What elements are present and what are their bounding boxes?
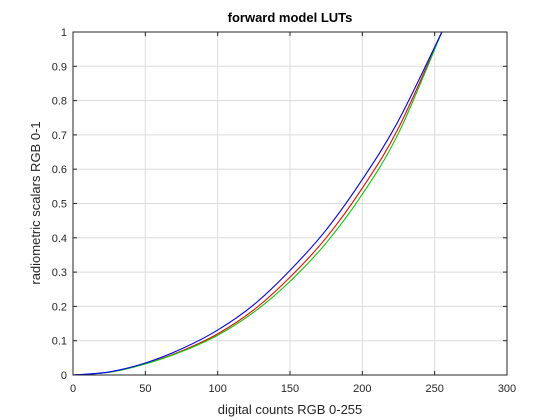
y-tick-label: 0.1 bbox=[52, 336, 67, 348]
chart-title: forward model LUTs bbox=[228, 10, 353, 25]
y-tick-label: 0 bbox=[61, 370, 67, 382]
x-tick-label: 0 bbox=[70, 383, 76, 395]
y-tick-label: 0.8 bbox=[52, 96, 67, 108]
blue-series-line bbox=[72, 31, 443, 376]
green-series-line bbox=[72, 31, 443, 376]
x-tick-label: 250 bbox=[425, 383, 443, 395]
x-tick-label: 100 bbox=[208, 383, 226, 395]
y-tick-label: 0.4 bbox=[52, 233, 67, 245]
y-tick-label: 0.6 bbox=[52, 164, 67, 176]
y-tick-label: 1 bbox=[61, 27, 67, 39]
y-tick-label: 0.3 bbox=[52, 267, 67, 279]
x-axis-label: digital counts RGB 0-255 bbox=[218, 402, 363, 417]
x-tick-label: 200 bbox=[353, 383, 371, 395]
x-tick-label: 300 bbox=[498, 383, 516, 395]
x-tick-label: 150 bbox=[281, 383, 299, 395]
y-tick-label: 0.5 bbox=[52, 199, 67, 211]
x-tick-label: 50 bbox=[139, 383, 151, 395]
y-tick-label: 0.9 bbox=[52, 61, 67, 73]
y-tick-label: 0.7 bbox=[52, 130, 67, 142]
y-axis-label: radiometric scalars RGB 0-1 bbox=[28, 121, 43, 284]
y-tick-label: 0.2 bbox=[52, 301, 67, 313]
